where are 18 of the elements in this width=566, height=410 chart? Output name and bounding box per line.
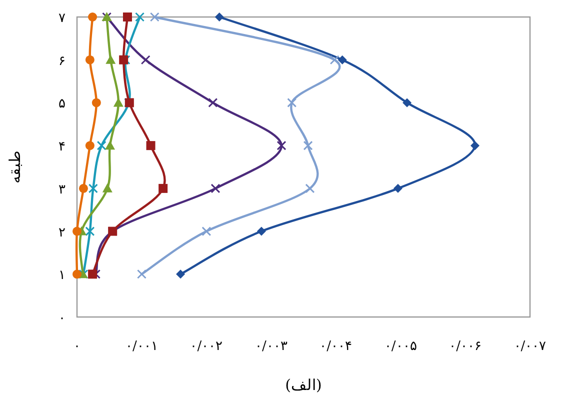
y-tick: ۲ <box>58 225 66 240</box>
x-tick: ۰/۰۰۴ <box>320 339 352 354</box>
y-tick: ۱ <box>58 268 66 284</box>
y-tick: ۷ <box>58 11 66 26</box>
y-tick: ۳ <box>58 182 66 198</box>
x-tick: ۰/۰۰۱ <box>126 339 158 354</box>
y-label: طبقه <box>6 150 24 184</box>
y-tick: ۰ <box>58 311 66 326</box>
y-tick: ۵ <box>58 96 66 112</box>
x-tick: ۰/۰۰۲ <box>190 339 223 354</box>
x-label: (الف) <box>285 376 322 394</box>
x-tick: ۰/۰۰۶ <box>449 339 482 354</box>
x-tick: ۰/۰۰۳ <box>254 339 288 354</box>
y-tick: ۴ <box>58 140 66 155</box>
x-tick: ۰/۰۰۷ <box>514 339 546 354</box>
y-tick: ۶ <box>58 54 66 69</box>
x-tick: ۰ <box>74 339 80 354</box>
x-tick: ۰/۰۰۵ <box>384 339 417 354</box>
